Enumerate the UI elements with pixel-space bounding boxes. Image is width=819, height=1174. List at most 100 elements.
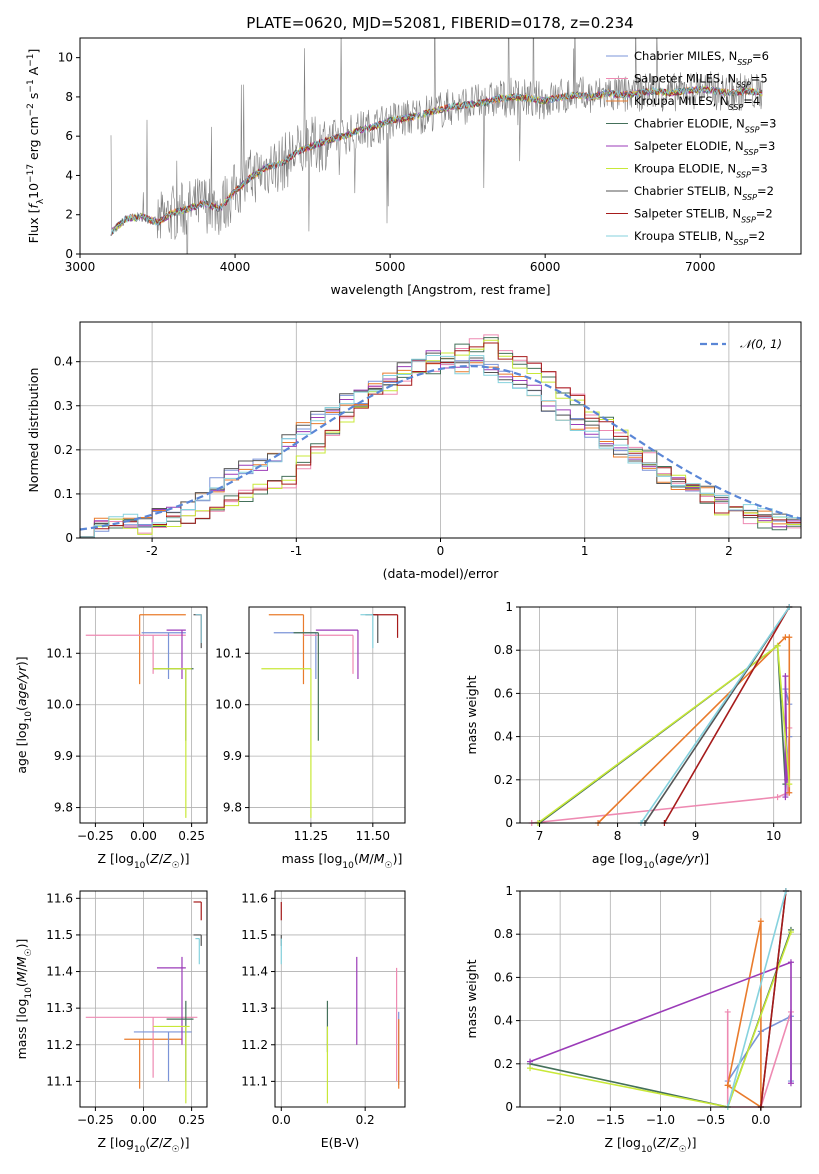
age_vs_Z-ytick-label: 10.1 [46,646,73,660]
residuals-ytick-label: 0 [65,531,73,545]
residual-hist-salpeter_stelib [80,342,801,538]
massweight_vs_age-marker-kroupa_miles [786,634,793,641]
age_vs_mass-xtick-label: 11.25 [294,829,328,843]
residuals-xtick-label: 1 [581,544,589,558]
spectrum-ytick-label: 4 [65,168,73,182]
age_vs_Z-xtick-label: −0.25 [77,829,114,843]
residuals-xlabel: (data-model)/error [383,566,500,581]
mass_vs_Z-ytick-label: 11.3 [46,1001,73,1015]
spectrum-ytick-label: 2 [65,208,73,222]
spectrum-xtick-label: 7000 [685,260,716,274]
legend-label-salpeter_elodie: Salpeter ELODIE, NSSP=3 [634,139,775,157]
massweight_vs_Z-xtick-label: −1.0 [646,1113,675,1127]
residuals-xtick-label: 0 [437,544,445,558]
age_vs_mass-ytick-label: 9.9 [223,749,242,763]
age-vs-mass-xlabel: mass [log10(M/M☉)] [282,851,403,871]
massweight_vs_Z-xtick-label: −1.5 [596,1113,625,1127]
spectrum-ytick-label: 6 [65,129,73,143]
spectrum-xtick-label: 5000 [375,260,406,274]
legend-label-chabrier_elodie: Chabrier ELODIE, NSSP=3 [634,117,776,135]
age_vs_Z-ytick-label: 10.0 [46,698,73,712]
mass_vs_Z-ytick-label: 11.4 [46,965,73,979]
spectrum-xlabel: wavelength [Angstrom, rest frame] [330,282,550,297]
mass-vs-ebv-xlabel: E(B-V) [321,1135,360,1150]
spectrum-xtick-label: 4000 [220,260,251,274]
mass-vs-z-xlabel: Z [log10(Z/Z☉)] [97,1135,189,1155]
mass-vs-z-ylabel: mass [log10(M/M☉)] [14,939,34,1060]
massweight_vs_age-line-kroupa_stelib [640,606,790,824]
mass_vs_Z-xtick-label: −0.25 [77,1113,114,1127]
massweight_vs_Z-marker-salpeter_elodie [527,1058,534,1065]
residual-hist-chabrier_stelib [80,352,801,538]
spectrum-ytick-label: 0 [65,247,73,261]
legend-label-kroupa_elodie: Kroupa ELODIE, NSSP=3 [634,162,768,180]
massweight_vs_age-ytick-label: 0.6 [494,686,513,700]
massweight_vs_Z-xtick-label: −2.0 [546,1113,575,1127]
legend-label-chabrier_stelib: Chabrier STELIB, NSSP=2 [634,184,774,202]
massweight_vs_age-marker-kroupa_miles [786,789,793,796]
massweight_vs_Z-ytick-label: 0.4 [494,1014,513,1028]
massweight-vs-age-xlabel: age [log10(age/yr)] [592,851,709,871]
massweight_vs_age-xtick-label: 7 [536,829,544,843]
age_vs_mass-frame [248,606,406,824]
mass_vs_EBV-ytick-label: 11.3 [241,1001,268,1015]
mass_vs_EBV-ytick-label: 11.1 [241,1074,268,1088]
massweight_vs_age-line-salpeter_stelib [663,606,790,824]
massweight_vs_age-xtick-label: 8 [614,829,622,843]
age-vs-z-xlabel: Z [log10(Z/Z☉)] [97,851,189,871]
residuals-ytick-label: 0.2 [54,443,73,457]
massweight_vs_age-frame [519,606,802,824]
spectrum-data-line [110,38,763,254]
massweight_vs_Z-ytick-label: 0.8 [494,927,513,941]
massweight_vs_Z-ytick-label: 0.6 [494,970,513,984]
massweight_vs_age-ytick-label: 1 [505,600,513,614]
massweight_vs_Z-marker-salpeter_elodie [787,1080,794,1087]
legend-label-kroupa_miles: Kroupa MILES, NSSP=4 [634,94,760,112]
massweight_vs_Z-ytick-label: 0.2 [494,1057,513,1071]
residuals-xtick-label: -2 [146,544,158,558]
age_vs_Z-xtick-label: 0.00 [130,829,157,843]
mass_vs_EBV-frame [274,890,406,1108]
mass_vs_EBV-xtick-label: 0.0 [272,1113,291,1127]
massweight_vs_Z-marker-salpeter_elodie [787,959,794,966]
mass_vs_EBV-xtick-label: 0.2 [356,1113,375,1127]
mass_vs_Z-xtick-label: 0.25 [178,1113,205,1127]
massweight_vs_age-line-salpeter_miles [531,727,791,824]
age-vs-z-ylabel: age [log10(age/yr)] [14,656,34,773]
mass_vs_Z-ytick-label: 11.6 [46,891,73,905]
age_vs_Z-ytick-label: 9.9 [54,749,73,763]
spectrum-xtick-label: 6000 [530,260,561,274]
massweight_vs_Z-marker-kroupa_elodie [787,929,794,936]
massweight_vs_age-ytick-label: 0.8 [494,643,513,657]
massweight_vs_Z-marker-kroupa_elodie [527,1065,534,1072]
age_vs_mass-xtick-label: 11.50 [356,829,390,843]
figure-title: PLATE=0620, MJD=52081, FIBERID=0178, z=0… [246,14,633,32]
normal-curve [79,364,802,531]
mass_vs_EBV-ytick-label: 11.6 [241,891,268,905]
massweight_vs_Z-xtick-label: 0.0 [751,1113,770,1127]
residuals-xtick-label: 2 [725,544,733,558]
residuals-ytick-label: 0.3 [54,399,73,413]
spectrum-plot-area [110,38,763,254]
age_vs_Z-xtick-label: 0.25 [178,829,205,843]
age_vs_mass-ytick-label: 10.0 [215,698,242,712]
legend-label-kroupa_stelib: Kroupa STELIB, NSSP=2 [634,229,765,247]
massweight_vs_age-line-kroupa_miles [597,636,791,824]
residuals-ytick-label: 0.4 [54,355,73,369]
age_vs_mass-ytick-label: 10.1 [215,646,242,660]
legend-label-chabrier_miles: Chabrier MILES, NSSP=6 [634,49,769,67]
massweight_vs_age-ytick-label: 0 [505,816,513,830]
massweight_vs_Z-line-kroupa_miles [726,921,762,1109]
spectrum-ytick-label: 10 [58,51,73,65]
spectrum-ytick-label: 8 [65,90,73,104]
massweight_vs_Z-line-salpeter_miles [726,1011,792,1108]
legend-label-salpeter_miles: Salpeter MILES, NSSP=5 [634,72,768,90]
massweight_vs_Z-marker-kroupa_miles [757,918,764,925]
massweight_vs_age-ytick-label: 0.2 [494,773,513,787]
mass_vs_Z-ytick-label: 11.5 [46,928,73,942]
spectrum-xtick-label: 3000 [65,260,96,274]
massweight_vs_age-ylabel: mass weight [464,675,479,754]
residual-hist-kroupa_stelib [80,355,801,538]
